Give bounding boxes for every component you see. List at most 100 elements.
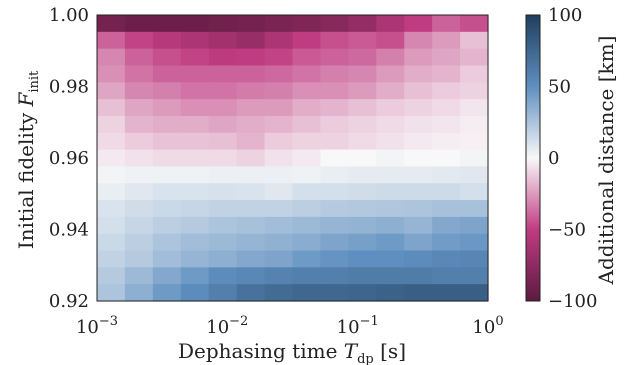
heatmap-cell (404, 149, 433, 168)
heatmap-cell (320, 200, 349, 218)
heatmap-cell (97, 82, 126, 100)
heatmap-cell (97, 132, 126, 151)
heatmap-cell (348, 15, 377, 33)
heatmap-cell (152, 149, 182, 168)
heatmap-cell (376, 115, 405, 134)
colorbar-ticks: −100 −50 0 50 100 (548, 5, 597, 312)
heatmap-cell (208, 183, 238, 201)
heatmap-cell (97, 200, 126, 218)
heatmap-cell (320, 149, 349, 168)
heatmap-cell (292, 132, 322, 151)
heatmap-cell (208, 99, 238, 117)
heatmap-cell (264, 233, 294, 252)
heatmap-cell (236, 166, 266, 184)
colorbar-tick-label: 100 (548, 5, 582, 26)
heatmap-cell (208, 31, 238, 50)
heatmap-cell (376, 132, 405, 151)
colorbar-label: Additional distance [km] (594, 36, 618, 286)
heatmap-cell (348, 132, 377, 151)
heatmap-cell (124, 149, 154, 168)
heatmap-cell (404, 15, 433, 33)
heatmap-cell (404, 48, 433, 67)
y-tick-label: 0.94 (49, 220, 89, 241)
heatmap-cell (208, 65, 238, 83)
heatmap-cell (404, 200, 433, 218)
heatmap-cell (208, 216, 238, 235)
heatmap-cell (348, 166, 377, 184)
heatmap-cell (124, 132, 154, 151)
heatmap-cell (376, 250, 405, 268)
heatmap-cell (236, 250, 266, 268)
heatmap-cell (460, 149, 489, 168)
heatmap-cell (180, 200, 210, 218)
heatmap-cell (124, 183, 154, 201)
heatmap-cell (124, 31, 154, 50)
heatmap-cell (97, 267, 126, 285)
heatmap-cell (152, 31, 182, 50)
heatmap-cell (432, 216, 461, 235)
heatmap-cell (208, 132, 238, 151)
heatmap-cell (404, 233, 433, 252)
heatmap-cell (460, 115, 489, 134)
heatmap-cell (236, 48, 266, 67)
heatmap-cell (432, 233, 461, 252)
heatmap-cell (320, 82, 349, 100)
heatmap-cell (180, 183, 210, 201)
heatmap-cell (460, 166, 489, 184)
heatmap-cell (292, 267, 322, 285)
heatmap-cell (292, 233, 322, 252)
heatmap-cell (376, 48, 405, 67)
heatmap-cell (292, 115, 322, 134)
heatmap-cell (320, 284, 349, 302)
heatmap-cell (320, 65, 349, 83)
heatmap-cell (236, 267, 266, 285)
heatmap-cell (264, 82, 294, 100)
heatmap-cell (124, 99, 154, 117)
heatmap-cell (264, 250, 294, 268)
heatmap-cell (460, 65, 489, 83)
heatmap-cell (292, 166, 322, 184)
heatmap-cell (124, 48, 154, 67)
x-tick-label: 100 (472, 314, 503, 338)
heatmap-cell (460, 250, 489, 268)
heatmap-cell (460, 99, 489, 117)
heatmap-cell (432, 183, 461, 201)
heatmap-cell (432, 15, 461, 33)
heatmap-cell (180, 15, 210, 33)
heatmap-cell (320, 48, 349, 67)
heatmap-cell (404, 115, 433, 134)
heatmap-cell (348, 31, 377, 50)
heatmap-cell (180, 267, 210, 285)
heatmap-cell (292, 200, 322, 218)
heatmap-cell (152, 216, 182, 235)
heatmap-cell (292, 48, 322, 67)
heatmap-cell (348, 82, 377, 100)
heatmap-cell (404, 216, 433, 235)
heatmap-cell (97, 115, 126, 134)
heatmap-cell (432, 99, 461, 117)
heatmap-cell (348, 115, 377, 134)
heatmap-cell (292, 250, 322, 268)
heatmap-cell (264, 15, 294, 33)
heatmap-cell (460, 183, 489, 201)
heatmap-cell (264, 166, 294, 184)
heatmap-cell (264, 183, 294, 201)
heatmap-cell (320, 233, 349, 252)
y-tick-label: 0.96 (49, 148, 89, 169)
heatmap-cell (208, 284, 238, 302)
heatmap-cell (236, 149, 266, 168)
heatmap-cell (236, 65, 266, 83)
y-tick-label: 0.92 (49, 291, 89, 312)
heatmap-cell (376, 166, 405, 184)
heatmap-cell (348, 267, 377, 285)
heatmap-cell (292, 65, 322, 83)
heatmap-cell (152, 233, 182, 252)
heatmap-cell (376, 149, 405, 168)
heatmap-cell (460, 216, 489, 235)
x-tick-label: 10−1 (337, 314, 379, 338)
heatmap-cell (124, 15, 154, 33)
heatmap-cell (432, 115, 461, 134)
heatmap-cell (152, 200, 182, 218)
plot-area (97, 15, 489, 302)
